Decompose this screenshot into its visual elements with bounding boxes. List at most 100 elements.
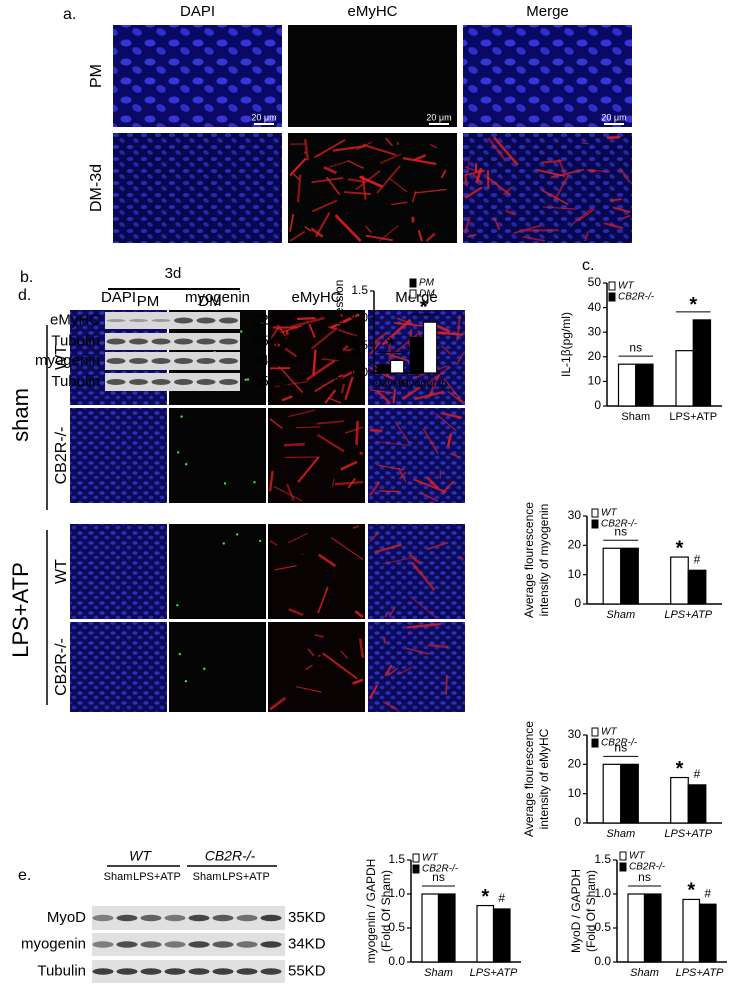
fiber: [269, 696, 287, 711]
fiber: [392, 389, 397, 404]
scale-bar-label: 20 μm: [601, 112, 626, 122]
row-header: CB2R-/-: [53, 427, 70, 485]
band-size: 34KD: [288, 935, 326, 952]
scale-bar-label: 20 μm: [251, 112, 276, 122]
y-tick-label: 10: [588, 374, 602, 388]
label: Sham: [104, 871, 133, 883]
blot-band: [174, 338, 193, 345]
fiber: [442, 412, 462, 420]
fiber: [303, 138, 310, 161]
bar: [643, 893, 662, 963]
fiber: [311, 177, 344, 184]
micrograph: [169, 524, 266, 619]
y-tick-label: 40: [588, 300, 602, 314]
legend-label: WT: [618, 281, 634, 292]
fiber: [425, 232, 436, 242]
blot-band: [116, 968, 138, 975]
fiber: [449, 452, 460, 458]
fiber: [464, 155, 471, 184]
fiber: [603, 222, 624, 230]
fiber: [618, 167, 631, 184]
fiber: [447, 390, 464, 404]
legend-label: WT: [601, 508, 617, 519]
fiber: [318, 553, 337, 568]
fiber: [427, 374, 441, 399]
label: DM: [198, 293, 221, 310]
fiber: [331, 478, 335, 488]
fiber: [274, 565, 297, 571]
bar: [492, 908, 511, 963]
fiber: [289, 157, 307, 177]
fiber: [280, 325, 302, 334]
fiber: [332, 145, 365, 152]
band-label: eMyHC: [50, 311, 100, 328]
band-label: myogenin: [35, 352, 100, 369]
nucleus-signal: [244, 378, 247, 381]
label: LPS+ATP: [133, 871, 181, 883]
blot-band: [236, 941, 258, 948]
blot-band: [196, 317, 216, 324]
annotation: #: [498, 891, 505, 905]
fiber: [268, 470, 274, 492]
fiber: [288, 608, 304, 617]
x-tick-label: myogenin: [400, 378, 448, 390]
micrograph: [169, 622, 266, 712]
bar: [620, 547, 639, 605]
micrograph: [368, 524, 465, 619]
fiber: [269, 418, 283, 430]
blot-band: [106, 358, 126, 364]
fiber: [334, 481, 364, 486]
fiber: [581, 142, 589, 145]
legend-swatch: [412, 864, 420, 874]
blot-band: [92, 968, 114, 975]
x-tick-label: LPS+ATP: [664, 828, 712, 840]
y-axis-label: intensity: [347, 310, 361, 354]
y-tick-label: 10: [568, 567, 582, 581]
fiber: [288, 409, 316, 418]
row-header: DM-3d: [88, 164, 105, 212]
micrograph: [169, 408, 266, 503]
blot-band: [174, 358, 193, 364]
fiber: [502, 186, 512, 196]
label: CB2R-/-: [205, 848, 256, 864]
label: 3d: [165, 265, 182, 282]
fiber: [273, 342, 281, 347]
blot-band: [196, 358, 216, 364]
legend-label: CB2R-/-: [601, 738, 638, 749]
band-size: 55KD: [288, 962, 326, 979]
fiber: [278, 365, 304, 394]
y-tick-label: 1.0: [351, 311, 368, 325]
column-header: DAPI: [101, 289, 136, 306]
fiber: [391, 201, 408, 206]
legend-swatch: [608, 281, 616, 291]
blot-band: [164, 941, 186, 948]
fiber: [384, 613, 388, 618]
x-tick-label: Sham: [606, 828, 635, 840]
nucleus-signal: [222, 542, 225, 545]
bar: [682, 898, 701, 963]
bar: [422, 321, 438, 374]
column-header: eMyHC: [347, 3, 397, 20]
fiber: [398, 666, 413, 675]
fiber: [286, 483, 295, 501]
fiber: [295, 317, 316, 321]
blot-band: [174, 317, 193, 324]
micrograph: [268, 622, 365, 712]
fiber: [292, 173, 300, 180]
bar: [617, 363, 637, 407]
blot-band: [106, 319, 126, 322]
fiber: [378, 490, 401, 493]
micrograph: [463, 133, 632, 243]
fiber: [269, 540, 278, 547]
fiber: [475, 167, 483, 184]
fiber: [361, 175, 367, 200]
fiber: [382, 700, 399, 711]
blot-band: [212, 968, 234, 975]
y-axis-label: (Fold Of Sham): [379, 870, 393, 952]
fiber: [344, 426, 364, 434]
fiber: [362, 143, 397, 156]
label: Sham: [193, 871, 222, 883]
fiber: [414, 153, 427, 162]
fiber: [340, 370, 355, 380]
fiber: [321, 358, 340, 362]
